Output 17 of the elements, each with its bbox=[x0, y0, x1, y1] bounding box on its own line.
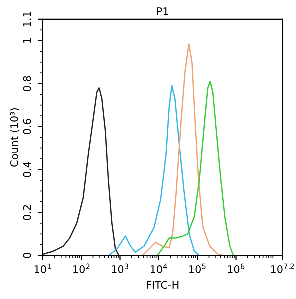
x-axis-title: FITC-H bbox=[146, 281, 179, 290]
x-tick-label: 10$^{6}$ bbox=[228, 264, 245, 274]
y-tick-label: 0.2 bbox=[23, 205, 32, 220]
y-tick-label: 0 bbox=[23, 253, 32, 258]
x-tick-label: 10$^{7.2}$ bbox=[271, 264, 294, 274]
x-tick-label: 10$^{3}$ bbox=[112, 264, 129, 274]
y-tick-label: 1 bbox=[23, 38, 32, 44]
y-tick-label: 0.8 bbox=[23, 76, 32, 92]
y-tick-label: 0.6 bbox=[23, 119, 32, 134]
y-tick-label: 1.1 bbox=[23, 12, 32, 27]
x-tick-label: 10$^{5}$ bbox=[190, 264, 206, 274]
y-axis-title: Count (10³) bbox=[10, 108, 20, 167]
y-tick-label: 0.4 bbox=[23, 162, 32, 178]
chart-title: P1 bbox=[157, 8, 168, 16]
x-tick-label: 10$^{1}$ bbox=[34, 264, 52, 274]
x-tick-label: 10$^{2}$ bbox=[74, 264, 90, 274]
x-tick-label: 10$^{4}$ bbox=[150, 264, 168, 274]
